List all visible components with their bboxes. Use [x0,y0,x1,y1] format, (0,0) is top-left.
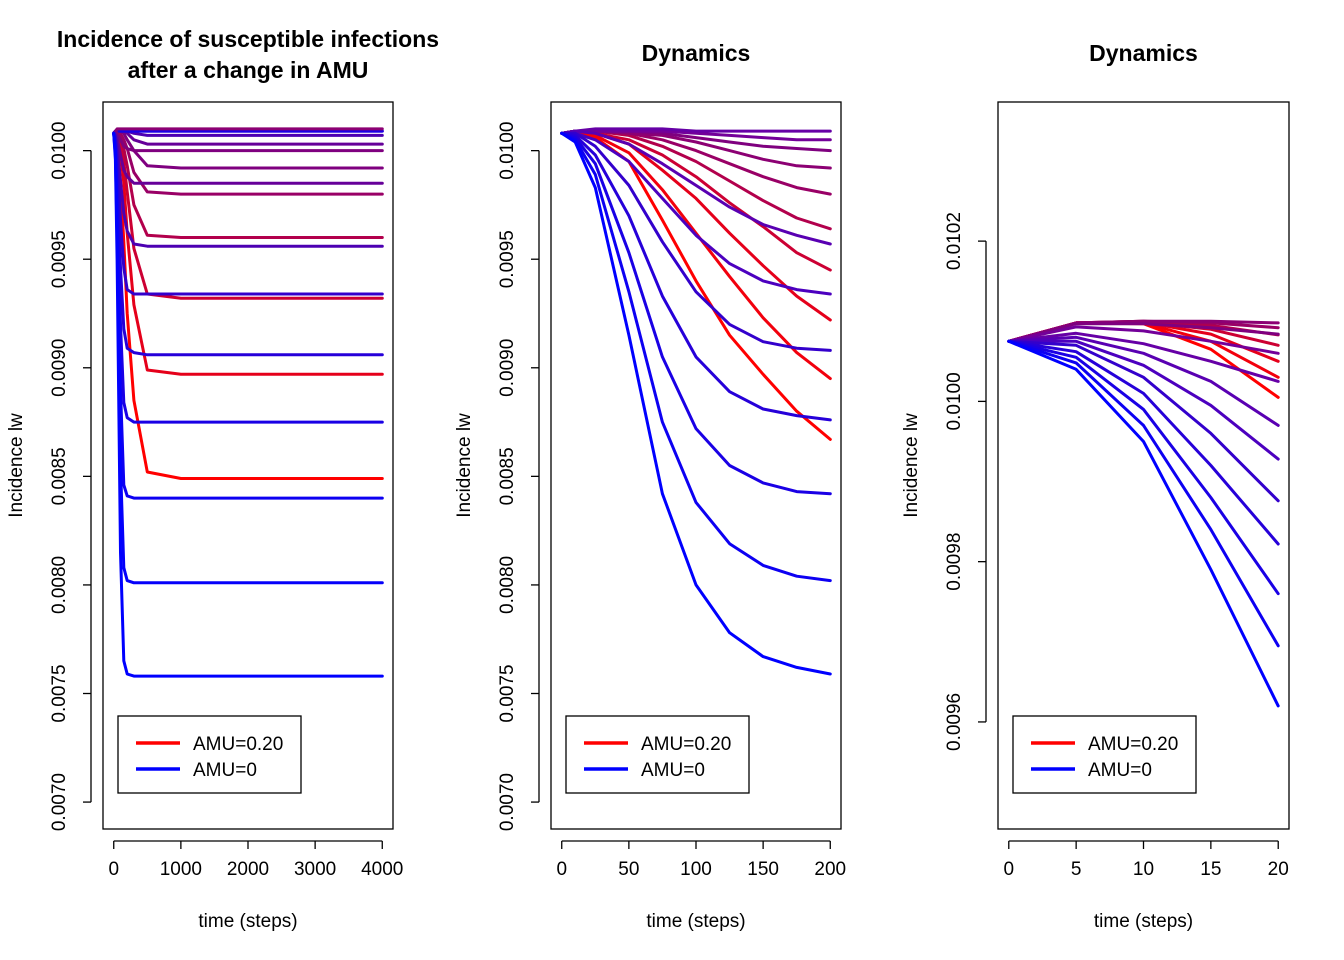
legend-label: AMU=0.20 [1088,734,1178,755]
chart-panel-3: 0 5 10 15 20 0.0096 0.0098 0.0100 0.0102 Dynamics… [901,40,1290,932]
x-tick-label: 0 [1003,859,1014,880]
x-tick-label: 3000 [294,859,336,880]
legend-box [565,715,750,794]
series-line-8 [1007,322,1280,343]
y-tick-label: 0.0095 [497,230,518,288]
series-line-11 [112,127,384,135]
y-tick-label: 0.0098 [944,533,965,591]
y-tick-label: 0.0070 [49,773,70,831]
series-group [112,127,384,678]
y-tick-label: 0.0096 [944,693,965,751]
chart-title: Dynamics [642,40,751,66]
plot-frame [997,101,1290,830]
legend-box [117,715,302,794]
x-axis-label: time (steps) [646,911,745,932]
x-tick-label: 15 [1200,859,1221,880]
series-line-15 [560,131,832,496]
chart-title: Dynamics [1089,40,1198,66]
series-line-11 [560,129,832,246]
y-axis-label: Incidence lw [901,413,922,518]
x-tick-label: 0 [108,859,119,880]
legend-label: AMU=0.20 [641,734,731,755]
chart-title: after a change in AMU [128,57,369,83]
series-line-17 [1007,339,1280,708]
chart-title: Incidence of susceptible infections [57,26,439,52]
y-tick-label: 0.0095 [49,230,70,288]
series-line-13 [1007,339,1280,503]
legend-label: AMU=0 [193,760,257,781]
y-tick-label: 0.0070 [497,773,518,831]
chart-panel-2: 0 50 100 150 200 0.0070 0.0075 0.0080 0.0085 0.00… [454,40,846,932]
series-line-16 [1007,339,1280,648]
x-tick-label: 50 [618,859,639,880]
x-axis-label: time (steps) [198,911,297,932]
x-tick-label: 4000 [361,859,403,880]
legend: AMU=0.20 AMU=0 [565,715,750,794]
series-line-15 [1007,339,1280,596]
x-tick-label: 100 [680,859,712,880]
y-tick-label: 0.0102 [944,212,965,270]
series-line-14 [1007,339,1280,546]
legend: AMU=0.20 AMU=0 [1012,715,1197,794]
series-line-10 [1007,331,1280,383]
series-line-9 [1007,325,1280,355]
x-tick-label: 150 [747,859,779,880]
legend: AMU=0.20 AMU=0 [117,715,302,794]
series-line-12 [560,131,832,296]
series-line-10 [560,127,832,135]
x-tick-label: 1000 [160,859,202,880]
y-tick-label: 0.0085 [497,447,518,505]
y-tick-label: 0.0075 [49,664,70,722]
x-tick-label: 0 [556,859,567,880]
series-group [560,127,832,676]
y-tick-label: 0.0090 [49,339,70,397]
series-group [1007,319,1280,708]
y-tick-label: 0.0090 [497,339,518,397]
y-tick-label: 0.0080 [497,556,518,614]
y-axis-label: Incidence lw [6,413,27,518]
y-tick-label: 0.0100 [497,122,518,180]
x-tick-label: 200 [814,859,846,880]
y-tick-label: 0.0100 [49,122,70,180]
y-tick-label: 0.0085 [49,447,70,505]
series-line-17 [560,131,832,676]
x-tick-label: 20 [1268,859,1289,880]
series-line-20 [112,131,384,678]
legend-label: AMU=0 [641,760,705,781]
x-tick-label: 2000 [227,859,269,880]
plot-frame [102,101,394,830]
x-tick-label: 5 [1071,859,1082,880]
chart-panel-1: 0 1000 2000 3000 4000 0.0070 0.0075 0.0080 0.008… [6,26,439,932]
series-line-13 [560,131,832,352]
series-line-14 [560,131,832,422]
y-tick-label: 0.0075 [497,664,518,722]
plot-frame [550,101,842,830]
legend-label: AMU=0.20 [193,734,283,755]
series-line-11 [1007,335,1280,427]
x-tick-label: 10 [1133,859,1154,880]
y-axis-label: Incidence lw [454,413,475,518]
series-line-12 [1007,339,1280,461]
y-tick-label: 0.0100 [944,372,965,430]
legend-label: AMU=0 [1088,760,1152,781]
series-line-16 [560,131,832,583]
legend-box [1012,715,1197,794]
x-axis-label: time (steps) [1094,911,1193,932]
y-tick-label: 0.0080 [49,556,70,614]
